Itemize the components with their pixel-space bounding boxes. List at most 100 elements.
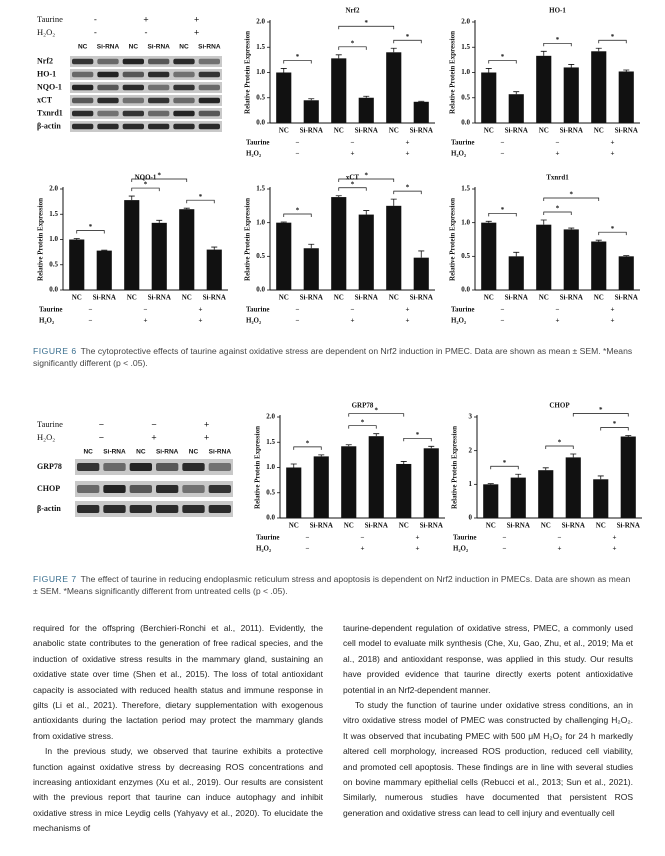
error-bar — [485, 68, 492, 73]
significance-star: * — [416, 431, 420, 439]
condition-sign: + — [611, 306, 615, 314]
blot-band — [198, 71, 220, 78]
condition-sign: − — [556, 139, 560, 147]
x-tick-label: NC — [539, 294, 549, 302]
significance-star: * — [556, 36, 560, 44]
blot-band — [77, 463, 100, 471]
significance-star: * — [375, 406, 379, 414]
x-tick-label: NC — [334, 127, 344, 135]
significance-star: * — [406, 184, 410, 192]
condition-label: Taurine — [246, 139, 269, 147]
bar — [303, 100, 319, 123]
condition-sign: − — [144, 306, 148, 314]
blot-band — [198, 123, 220, 130]
condition-label: H₂O₂ — [453, 545, 468, 553]
x-tick-label: Si-RNA — [507, 522, 530, 530]
y-tick-label: 2.0 — [49, 185, 58, 193]
error-bar — [335, 54, 342, 59]
error-bar — [308, 243, 315, 249]
condition-sign: + — [611, 139, 615, 147]
x-tick-label: NC — [539, 127, 549, 135]
blot-band — [97, 110, 119, 117]
y-tick-label: 2 — [469, 446, 473, 454]
x-tick-label: Si-RNA — [310, 522, 333, 530]
y-tick-label: 0.0 — [49, 286, 58, 294]
error-bar — [428, 445, 435, 449]
error-bar — [318, 454, 325, 457]
x-tick-label: Si-RNA — [505, 294, 528, 302]
significance-star: * — [406, 33, 410, 41]
error-bar — [390, 47, 397, 53]
paragraph: taurine-dependent regulation of oxidativ… — [343, 623, 633, 695]
protein-label: GRP78 — [37, 462, 62, 471]
blot-band — [72, 123, 94, 130]
x-tick-label: Si-RNA — [300, 294, 323, 302]
condition-sign: + — [556, 317, 560, 325]
error-bar — [73, 238, 80, 240]
error-bar — [280, 221, 287, 223]
y-tick-label: 1.0 — [461, 218, 470, 226]
chart-title: NQO-1 — [135, 174, 157, 182]
blot-condition-sign: − — [151, 419, 156, 429]
condition-sign: + — [406, 317, 410, 325]
blot-band — [103, 485, 126, 493]
significance-bracket — [403, 437, 432, 442]
chart-title: GRP78 — [352, 402, 374, 410]
condition-sign: + — [361, 545, 365, 553]
bar — [563, 229, 579, 290]
x-tick-label: NC — [486, 522, 496, 530]
significance-bracket — [490, 465, 519, 470]
significance-star: * — [556, 205, 560, 213]
x-tick-label: Si-RNA — [300, 127, 323, 135]
y-tick-label: 0.5 — [266, 488, 275, 496]
bar — [538, 470, 554, 518]
condition-sign: + — [199, 306, 203, 314]
x-tick-label: NC — [399, 522, 409, 530]
y-tick-label: 1 — [469, 480, 473, 488]
error-bar — [487, 483, 494, 485]
error-bar — [540, 219, 547, 225]
y-tick-label: 2.0 — [266, 413, 275, 421]
x-tick-label: NC — [289, 522, 299, 530]
error-bar — [400, 461, 407, 464]
blot-condition-sign: + — [151, 432, 156, 442]
blot-strip — [70, 108, 222, 119]
lane-label: NC — [189, 449, 199, 456]
lane-label: NC — [179, 44, 189, 51]
x-tick-label: NC — [344, 522, 354, 530]
left-column: required for the offspring (Berchieri-Ro… — [33, 621, 323, 837]
x-tick-label: Si-RNA — [560, 294, 583, 302]
bar — [508, 94, 524, 123]
x-tick-label: NC — [334, 294, 344, 302]
bar — [508, 256, 524, 290]
lane-label: NC — [136, 449, 146, 456]
bar — [510, 477, 526, 518]
error-bar — [568, 227, 575, 230]
bar — [206, 249, 222, 290]
blot-band — [129, 485, 152, 493]
significance-bracket — [76, 230, 105, 234]
significance-star: * — [199, 193, 203, 201]
blot-band — [97, 123, 119, 130]
caption-text: The cytoprotective effects of taurine ag… — [33, 346, 633, 368]
error-bar — [485, 220, 492, 223]
condition-sign: + — [613, 534, 617, 542]
blot-band — [208, 485, 231, 493]
lane-label: Si-RNA — [209, 449, 232, 456]
chart-title: HO-1 — [549, 7, 566, 15]
blot-strip — [70, 121, 222, 132]
blot-strip — [70, 69, 222, 80]
error-bar — [418, 100, 425, 102]
condition-sign: − — [296, 150, 300, 158]
blot-condition-sign: + — [194, 27, 199, 37]
error-bar — [211, 246, 218, 250]
paragraph: required for the offspring (Berchieri-Ro… — [33, 623, 323, 741]
lane-label: Si-RNA — [103, 449, 126, 456]
chart-title: Nrf2 — [346, 7, 360, 15]
lane-label: NC — [129, 44, 139, 51]
blot-band — [103, 463, 126, 471]
y-tick-label: 1.0 — [461, 68, 470, 76]
blot-band — [156, 505, 179, 513]
significance-bracket — [393, 39, 422, 44]
condition-sign: − — [558, 534, 562, 542]
